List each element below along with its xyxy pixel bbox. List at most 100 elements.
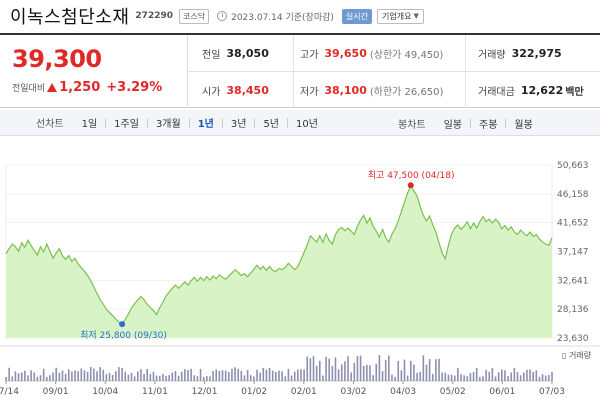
- open-cell: 시가 38,450: [202, 72, 269, 108]
- volume-bar: [431, 373, 434, 381]
- volume-bar: [438, 358, 440, 381]
- low-marker: [119, 321, 126, 328]
- y-tick-label: 41,652: [557, 219, 589, 229]
- period-3y[interactable]: 3년: [230, 119, 247, 130]
- amount-label: 거래대금: [478, 86, 515, 98]
- volume-bar: [14, 371, 17, 381]
- volume-bar: [155, 375, 158, 381]
- volume-bar: [162, 373, 164, 381]
- volume-bar: [297, 369, 299, 381]
- quote-stats: 전일 38,050 고가 39,650 (상한가 49,450) 거래량 322…: [188, 35, 600, 108]
- volume-bar: [488, 371, 491, 381]
- volume-bar: [99, 367, 101, 381]
- volume-bar: [535, 370, 538, 381]
- period-1d[interactable]: 1일: [81, 119, 98, 130]
- volume-bar: [331, 366, 334, 381]
- volume-bar: [271, 370, 274, 381]
- volume-bar: [152, 371, 155, 381]
- volume-bar: [356, 356, 359, 381]
- volume-bar: [77, 371, 79, 381]
- volume-bar: [146, 369, 149, 381]
- period-10y[interactable]: 10년: [296, 119, 318, 130]
- volume-bar: [494, 376, 497, 381]
- price-chart[interactable]: 50,663 46,158 41,652 37,147 32,641 28,136 23,6…: [0, 140, 600, 411]
- divider: [287, 117, 288, 128]
- volume-bar: [190, 368, 192, 381]
- volume-bar: [108, 372, 111, 381]
- high-value: 39,650: [324, 46, 367, 60]
- volume-bar: [209, 376, 211, 381]
- volume-bar: [45, 376, 48, 381]
- realtime-button[interactable]: 실시간: [341, 8, 373, 24]
- volume-bar: [548, 375, 550, 381]
- candle-monthly[interactable]: 월봉: [514, 119, 533, 131]
- volume-bar: [11, 376, 14, 381]
- volume-bar: [551, 371, 553, 381]
- divider: [188, 117, 190, 128]
- divider: [505, 118, 507, 128]
- volume-bar: [290, 375, 293, 381]
- volume-bar: [52, 372, 54, 381]
- volume-bar: [171, 372, 174, 381]
- volume-bar: [378, 355, 381, 381]
- volume-bar: [165, 375, 167, 381]
- volume-bar: [397, 360, 400, 381]
- volume-bar: [253, 376, 255, 381]
- x-tick-label: 03/02: [340, 387, 366, 397]
- candle-chart-label: 봉차트: [398, 119, 426, 131]
- volume-bar: [485, 369, 487, 381]
- volume-bar: [428, 359, 431, 381]
- volume-bar: [366, 365, 368, 381]
- volume-bar: [435, 359, 437, 381]
- x-tick-label: 07/03: [539, 387, 565, 397]
- x-tick-label: 11/01: [142, 387, 168, 397]
- period-1y[interactable]: 1년: [197, 119, 214, 130]
- period-1w[interactable]: 1주일: [114, 119, 139, 130]
- period-3m[interactable]: 3개월: [155, 119, 181, 130]
- volume-bar: [196, 376, 199, 381]
- open-value: 38,450: [226, 83, 269, 97]
- low-label: 저가: [300, 86, 319, 98]
- volume-bar: [322, 375, 324, 381]
- amount-cell: 거래대금 12,622 백만: [478, 72, 584, 108]
- volume-bar: [300, 369, 302, 381]
- volume-bar: [149, 374, 152, 381]
- volume-bar: [475, 367, 478, 381]
- volume-bar: [479, 376, 481, 381]
- volume-bar: [168, 375, 170, 381]
- amount-value: 12,622: [520, 83, 564, 97]
- volume-bar: [93, 368, 95, 381]
- candle-weekly[interactable]: 주봉: [479, 119, 498, 131]
- volume-bar: [96, 371, 98, 381]
- period-5y[interactable]: 5년: [263, 119, 279, 130]
- volume-bar: [118, 367, 120, 381]
- volume-bar: [309, 358, 312, 381]
- y-tick-label: 28,136: [557, 305, 589, 315]
- prev-close-value: 38,050: [226, 46, 269, 60]
- volume-bar: [312, 356, 315, 381]
- candle-daily[interactable]: 일봉: [443, 119, 463, 131]
- lower-limit: (하한가 26,650): [369, 86, 444, 98]
- change-percent: +3.29%: [106, 80, 163, 95]
- divider: [254, 117, 256, 128]
- x-tick-label: 09/01: [43, 387, 69, 397]
- volume-bar: [532, 371, 534, 381]
- volume-bar: [419, 372, 422, 381]
- volume-bar: [538, 376, 541, 381]
- volume-bar: [391, 374, 393, 381]
- volume-bar: [318, 360, 321, 381]
- price-area: [6, 185, 552, 338]
- x-tick-label: 12/01: [192, 387, 218, 397]
- company-overview-button[interactable]: 기업개요 ▼: [377, 8, 424, 24]
- volume-bar: [516, 372, 519, 381]
- upper-limit: (상한가 49,450): [369, 49, 444, 61]
- high-label: 최고 47,500 (04/18): [368, 170, 455, 181]
- current-price: 39,300: [12, 45, 102, 73]
- volume-bar: [199, 368, 202, 381]
- divider: [293, 35, 294, 108]
- volume-bar: [105, 374, 108, 381]
- volume-bar: [403, 359, 406, 381]
- volume-bar: [265, 369, 268, 381]
- volume-bar: [441, 372, 443, 381]
